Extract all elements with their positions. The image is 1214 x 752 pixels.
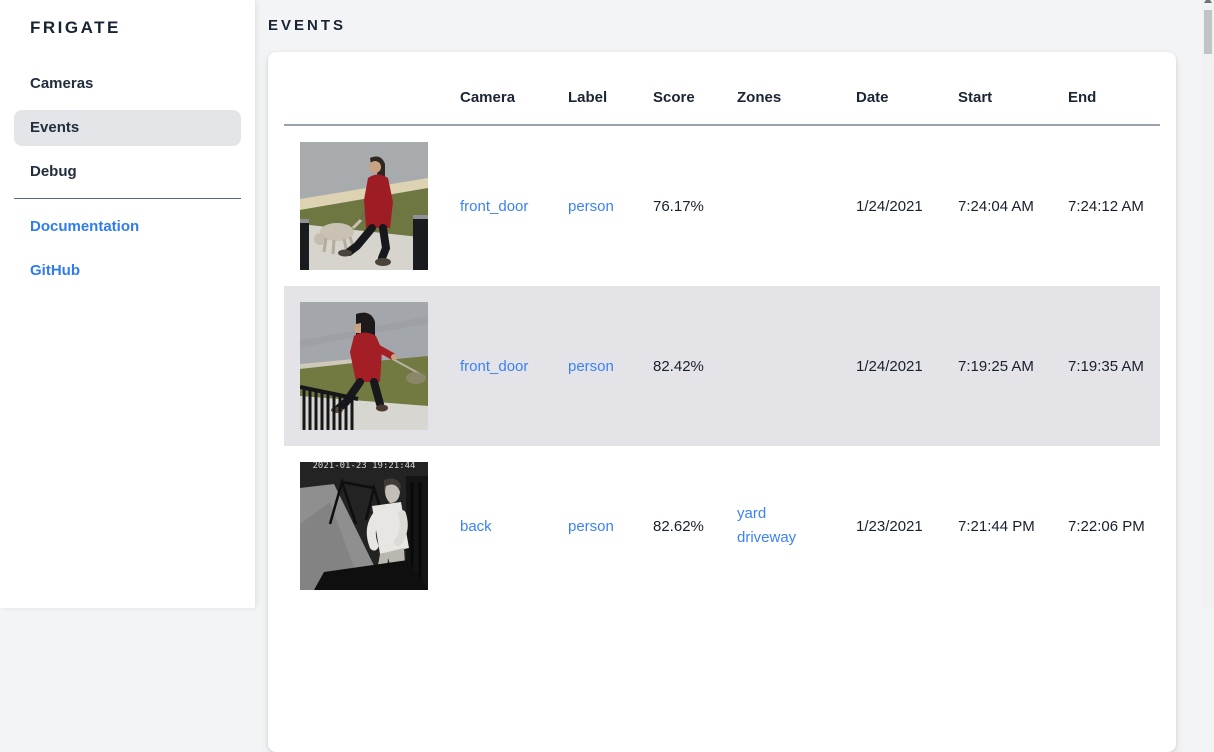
- main-content: EVENTS Camera Label Score Zones Date Sta…: [255, 0, 1214, 608]
- event-zone-link[interactable]: driveway: [737, 526, 856, 550]
- col-zones: Zones: [737, 52, 856, 125]
- event-camera-link[interactable]: front_door: [460, 198, 528, 215]
- event-score: 82.62%: [653, 518, 704, 535]
- sidebar-nav: Cameras Events Debug Documentation GitHu…: [0, 38, 255, 289]
- event-thumbnail[interactable]: [300, 142, 428, 270]
- event-start-time: 7:24:04 AM: [958, 198, 1034, 215]
- event-end-time: 7:19:35 AM: [1068, 358, 1144, 375]
- sidebar: FRIGATE Cameras Events Debug Documentati…: [0, 0, 255, 608]
- event-date: 1/24/2021: [856, 198, 923, 215]
- app-logo: FRIGATE: [0, 0, 255, 38]
- scrollbar[interactable]: [1202, 0, 1214, 608]
- sidebar-link-github[interactable]: GitHub: [14, 253, 241, 289]
- event-row[interactable]: front_door person 82.42% 1/24/2021 7:19:…: [284, 286, 1160, 446]
- event-start-time: 7:19:25 AM: [958, 358, 1034, 375]
- col-end: End: [1068, 52, 1160, 125]
- event-row[interactable]: 2021-01-23 19:21:44 back person 82.62% y…: [284, 446, 1160, 606]
- page-title: EVENTS: [268, 17, 1188, 35]
- event-zones: [737, 286, 856, 446]
- events-table: Camera Label Score Zones Date Start End: [284, 52, 1160, 606]
- scrollbar-thumb[interactable]: [1204, 10, 1212, 54]
- event-zone-link[interactable]: yard: [737, 502, 856, 526]
- table-header-row: Camera Label Score Zones Date Start End: [284, 52, 1160, 125]
- event-label-link[interactable]: person: [568, 198, 614, 215]
- event-thumbnail[interactable]: 2021-01-23 19:21:44: [300, 462, 428, 590]
- event-score: 82.42%: [653, 358, 704, 375]
- event-camera-link[interactable]: back: [460, 518, 492, 535]
- event-camera-link[interactable]: front_door: [460, 358, 528, 375]
- event-label-link[interactable]: person: [568, 358, 614, 375]
- col-start: Start: [958, 52, 1068, 125]
- thumbnail-timestamp: 2021-01-23 19:21:44: [313, 462, 416, 471]
- sidebar-item-debug[interactable]: Debug: [14, 154, 241, 190]
- col-date: Date: [856, 52, 958, 125]
- col-score: Score: [653, 52, 737, 125]
- event-end-time: 7:22:06 PM: [1068, 518, 1145, 535]
- col-thumbnail: [284, 52, 460, 125]
- event-thumbnail[interactable]: [300, 302, 428, 430]
- event-score: 76.17%: [653, 198, 704, 215]
- event-zones: [737, 125, 856, 286]
- event-end-time: 7:24:12 AM: [1068, 198, 1144, 215]
- col-camera: Camera: [460, 52, 568, 125]
- events-card: Camera Label Score Zones Date Start End: [268, 52, 1176, 752]
- sidebar-item-cameras[interactable]: Cameras: [14, 66, 241, 102]
- sidebar-divider: [14, 198, 241, 199]
- event-date: 1/23/2021: [856, 518, 923, 535]
- event-start-time: 7:21:44 PM: [958, 518, 1035, 535]
- sidebar-link-documentation[interactable]: Documentation: [14, 209, 241, 245]
- scrollbar-up-arrow-icon: [1204, 0, 1212, 3]
- col-label: Label: [568, 52, 653, 125]
- event-label-link[interactable]: person: [568, 518, 614, 535]
- event-row[interactable]: front_door person 76.17% 1/24/2021 7:24:…: [284, 125, 1160, 286]
- sidebar-item-events[interactable]: Events: [14, 110, 241, 146]
- event-date: 1/24/2021: [856, 358, 923, 375]
- event-zones: yard driveway: [737, 446, 856, 606]
